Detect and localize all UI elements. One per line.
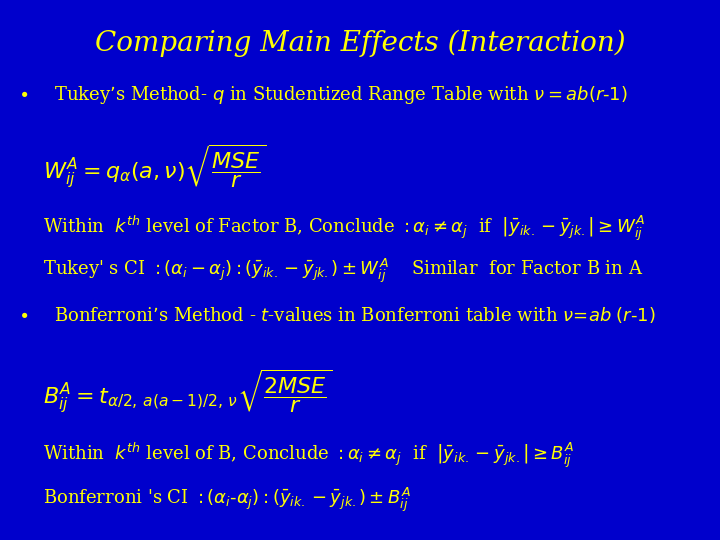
Text: $B^{A}_{ij} = t_{\alpha/2,\,a(a-1)/2,\,\nu}\sqrt{\dfrac{2MSE}{r}}$: $B^{A}_{ij} = t_{\alpha/2,\,a(a-1)/2,\,\… xyxy=(43,367,333,415)
Text: Tukey’s Method- $q$ in Studentized Range Table with $\nu = ab(r\text{-}1)$: Tukey’s Method- $q$ in Studentized Range… xyxy=(54,84,628,106)
Text: $\bullet$: $\bullet$ xyxy=(18,84,28,102)
Text: Within  $k^{th}$ level of B, Conclude $:\alpha_i \neq \alpha_j$  if  $\left|\bar: Within $k^{th}$ level of B, Conclude $:\… xyxy=(43,440,575,469)
Text: Tukey' s CI $:(\alpha_i - \alpha_j):(\bar{y}_{ik.} - \bar{y}_{jk.}) \pm W^{A}_{i: Tukey' s CI $:(\alpha_i - \alpha_j):(\ba… xyxy=(43,256,644,285)
Text: Bonferroni’s Method - $t$-values in Bonferroni table with $\nu\!=\!ab\;(r\text{-: Bonferroni’s Method - $t$-values in Bonf… xyxy=(54,305,656,325)
Text: Within  $k^{th}$ level of Factor B, Conclude $:\alpha_i \neq \alpha_j$  if  $\le: Within $k^{th}$ level of Factor B, Concl… xyxy=(43,213,645,242)
Text: Comparing Main Effects (Interaction): Comparing Main Effects (Interaction) xyxy=(95,30,625,57)
Text: $\bullet$: $\bullet$ xyxy=(18,305,28,323)
Text: $W^{A}_{ij} = q_{\alpha}(a,\nu)\sqrt{\dfrac{MSE}{r}}$: $W^{A}_{ij} = q_{\alpha}(a,\nu)\sqrt{\df… xyxy=(43,143,266,191)
Text: Bonferroni 's CI $:(\alpha_i\text{-}\alpha_j):(\bar{y}_{ik.} - \bar{y}_{jk.}) \p: Bonferroni 's CI $:(\alpha_i\text{-}\alp… xyxy=(43,486,411,515)
